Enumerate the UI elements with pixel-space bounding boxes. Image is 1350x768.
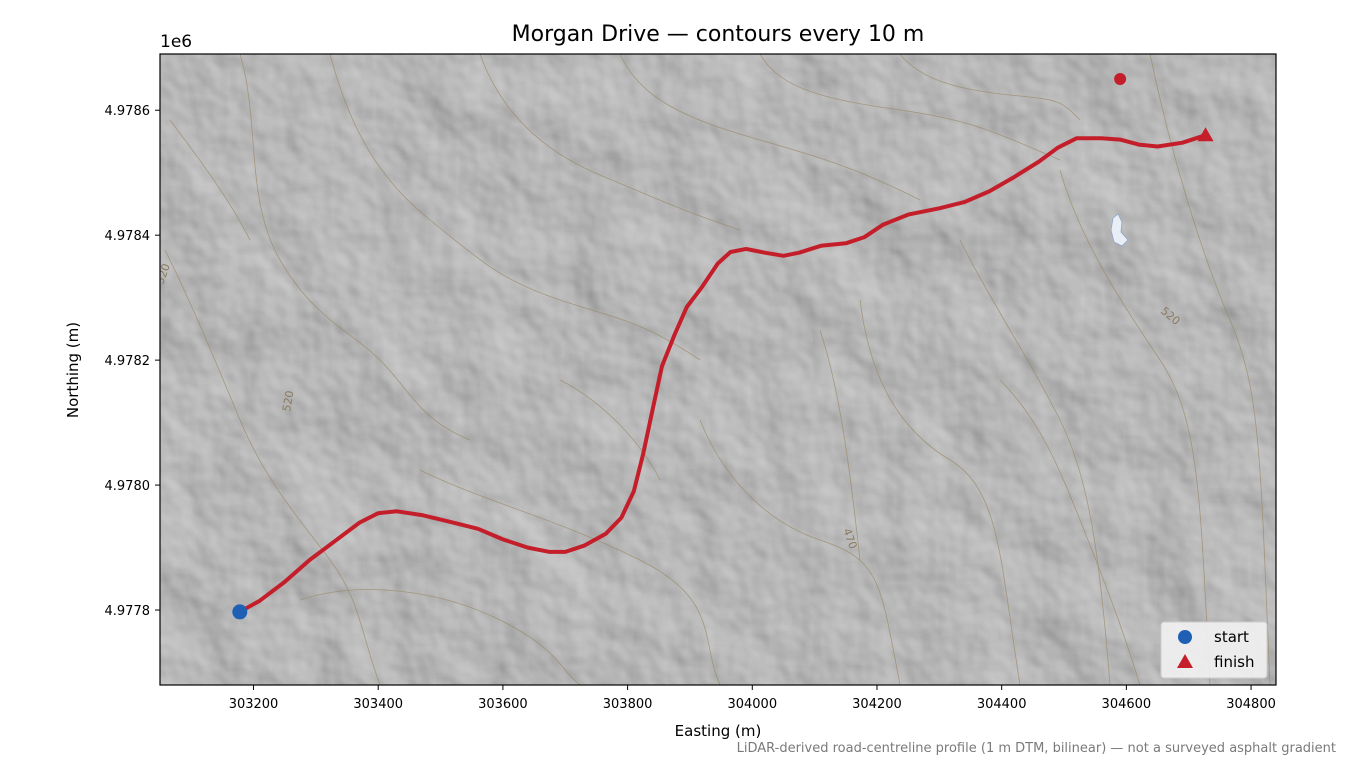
x-tick-label: 303400: [353, 697, 403, 712]
legend: start finish: [1160, 621, 1268, 679]
contour-lines: [164, 54, 1271, 685]
point-marker: [1114, 72, 1127, 85]
x-axis: 303200 303400 303600 303800 304000 304200 3044…: [229, 685, 1276, 712]
legend-start-marker: [1178, 630, 1192, 644]
x-axis-label: Easting (m): [675, 722, 762, 740]
y-offset-label: 1e6: [160, 32, 192, 52]
pond-feature: [1110, 213, 1129, 247]
legend-start-label: start: [1214, 628, 1249, 646]
x-tick-label: 304200: [852, 697, 902, 712]
y-tick-label: 4.9784: [105, 229, 151, 244]
plot-frame: [159, 53, 1277, 686]
legend-finish-marker: [1177, 654, 1193, 668]
route-line: [237, 133, 1208, 614]
x-tick-label: 304000: [727, 697, 777, 712]
x-tick-label: 303800: [603, 697, 653, 712]
x-tick-label: 303200: [229, 697, 279, 712]
plot-area: 520 520 470 520: [160, 54, 1276, 685]
footnote: LiDAR-derived road-centreline profile (1…: [737, 741, 1336, 756]
start-marker: [232, 604, 248, 620]
legend-finish-label: finish: [1214, 653, 1254, 671]
y-axis-label: Northing (m): [64, 322, 82, 418]
x-tick-label: 303600: [478, 697, 528, 712]
hillshade-relief: [160, 54, 1276, 685]
y-tick-label: 4.9786: [105, 104, 151, 119]
y-tick-label: 4.9782: [105, 354, 151, 369]
y-tick-label: 4.9780: [105, 479, 151, 494]
route-layer: [232, 72, 1214, 620]
contour-label: 520: [280, 390, 296, 413]
finish-marker: [1197, 127, 1214, 142]
chart-title: Morgan Drive — contours every 10 m: [512, 22, 925, 47]
x-tick-label: 304600: [1102, 697, 1152, 712]
y-tick-label: 4.9778: [105, 604, 151, 619]
y-axis: 4.9778 4.9780 4.9782 4.9784 4.9786: [105, 104, 160, 619]
x-tick-label: 304400: [977, 697, 1027, 712]
x-tick-label: 304800: [1226, 697, 1276, 712]
